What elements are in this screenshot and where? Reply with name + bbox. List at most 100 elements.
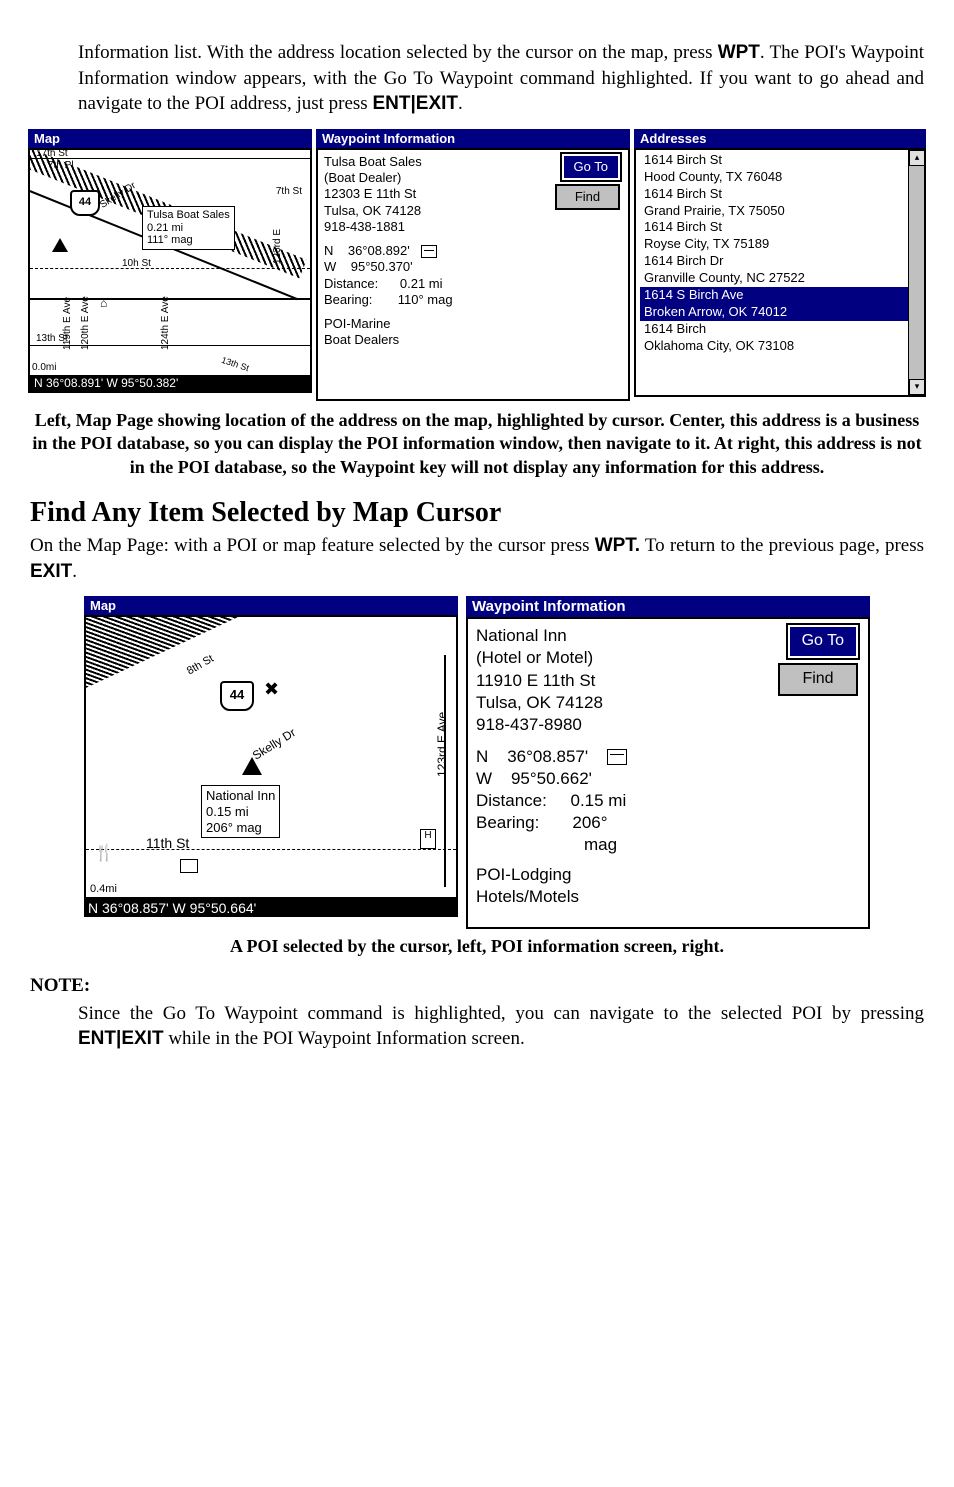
dist-label: Distance: bbox=[324, 276, 378, 291]
fig2-wpt-panel: Waypoint Information National Inn (Hotel… bbox=[466, 596, 870, 929]
sec-prefix: On the Map Page: with a POI or map featu… bbox=[30, 535, 595, 556]
fig1-wpt-panel: Waypoint Information Tulsa Boat Sales (B… bbox=[316, 129, 630, 401]
hotel-icon: H bbox=[420, 829, 436, 849]
fig2-find-button[interactable]: Find bbox=[778, 663, 858, 696]
scroll-up-icon[interactable]: ▴ bbox=[909, 150, 925, 166]
fig2-brg-lbl: Bearing: bbox=[476, 813, 539, 832]
fig2-shield: 44 bbox=[220, 681, 254, 711]
bed-icon bbox=[180, 859, 198, 873]
wpt-phone: 918-438-1881 bbox=[324, 219, 622, 235]
fig1-caption: Left, Map Page showing location of the a… bbox=[30, 409, 924, 479]
address-item-sub[interactable]: Granville County, NC 27522 bbox=[640, 270, 924, 287]
intro-key-ent: ENT bbox=[372, 93, 410, 114]
address-item-sub[interactable]: Broken Arrow, OK 74012 bbox=[640, 304, 924, 321]
intro-prefix: Information list. With the address locat… bbox=[78, 42, 718, 63]
note-paragraph: Since the Go To Waypoint command is high… bbox=[78, 1001, 924, 1052]
fig2-brg: 206° bbox=[572, 813, 607, 832]
fig2-11th-road bbox=[86, 849, 456, 850]
fig1-addr-body: 1614 Birch StHood County, TX 760481614 B… bbox=[636, 150, 924, 395]
scroll-down-icon[interactable]: ▾ bbox=[909, 379, 925, 395]
fig2-wpt-body: National Inn (Hotel or Motel) 11910 E 11… bbox=[468, 619, 868, 927]
fig2-map-titlebar: Map bbox=[84, 596, 458, 615]
fig2-dist: 0.15 mi bbox=[571, 791, 627, 810]
fig1-map-titlebar: Map bbox=[28, 129, 312, 148]
fig2-cursor-icon bbox=[242, 757, 262, 775]
poi-mark-icon: ⌂ bbox=[100, 296, 107, 310]
address-item-sub[interactable]: Royse City, TX 75189 bbox=[640, 236, 924, 253]
coords-icon bbox=[421, 245, 437, 258]
lon-label: W bbox=[324, 259, 336, 274]
fig1-map-body[interactable]: Skelly Dr 44 17th St 7th Pl 7th St 10h S… bbox=[30, 150, 310, 375]
fig2-11th: 11th St bbox=[146, 835, 189, 851]
road-17th bbox=[30, 158, 310, 159]
note-key2: EXIT bbox=[121, 1028, 163, 1049]
street-7thpl: 7th Pl bbox=[48, 160, 74, 171]
intro-key-exit: EXIT bbox=[416, 93, 458, 114]
address-item[interactable]: 1614 Birch St bbox=[640, 152, 924, 169]
intro-paragraph: Information list. With the address locat… bbox=[78, 40, 924, 117]
section-heading: Find Any Item Selected by Map Cursor bbox=[30, 497, 924, 529]
fig2-coords-icon bbox=[607, 749, 627, 765]
address-item-sub[interactable]: Grand Prairie, TX 75050 bbox=[640, 203, 924, 220]
figure-1: Map Skelly Dr 44 17th St 7th Pl 7th St 1… bbox=[30, 129, 924, 401]
fig2-brg-row: Bearing: 206° bbox=[476, 812, 860, 834]
fig2-lon-lbl: W bbox=[476, 769, 492, 788]
sec-mid: To return to the previous page, press bbox=[640, 535, 924, 556]
wpt-cat1: POI-Marine bbox=[324, 316, 622, 332]
goto-button[interactable]: Go To bbox=[562, 154, 620, 180]
map-scale: 0.0mi bbox=[32, 362, 56, 373]
fig2-8th: 8th St bbox=[185, 653, 216, 678]
brg-value: 110° mag bbox=[398, 292, 453, 307]
ave-124: 124th E Ave bbox=[160, 296, 171, 350]
cursor-icon bbox=[52, 238, 68, 252]
address-item[interactable]: 1614 S Birch Ave bbox=[640, 287, 924, 304]
tooltip-line3: 111° mag bbox=[147, 234, 230, 247]
fig2-wpt-titlebar: Waypoint Information bbox=[466, 596, 870, 617]
address-item[interactable]: 1614 Birch Dr bbox=[640, 253, 924, 270]
address-item[interactable]: 1614 Birch bbox=[640, 321, 924, 338]
map-tooltip: Tulsa Boat Sales 0.21 mi 111° mag bbox=[142, 206, 235, 250]
tooltip-line1: Tulsa Boat Sales bbox=[147, 209, 230, 222]
wpt-lon-row: W 95°50.370' bbox=[324, 259, 622, 275]
fig2-wpt-phone: 918-437-8980 bbox=[476, 714, 860, 736]
fig1-map-statusbar: N 36°08.891' W 95°50.382' bbox=[30, 375, 310, 391]
fig2-lat-row: N 36°08.857' bbox=[476, 746, 860, 768]
fig2-tt-l2: 0.15 mi bbox=[206, 804, 275, 820]
fig1-wpt-titlebar: Waypoint Information bbox=[316, 129, 630, 148]
street-17th: 17th St bbox=[36, 150, 68, 159]
note-mid: while in the POI Waypoint Information sc… bbox=[164, 1028, 525, 1049]
fig2-lat: 36°08.857' bbox=[507, 747, 588, 766]
intro-end: . bbox=[458, 93, 463, 114]
dist-value: 0.21 mi bbox=[400, 276, 443, 291]
lat-label: N bbox=[324, 243, 333, 258]
tooltip-line2: 0.21 mi bbox=[147, 222, 230, 235]
fig2-scale: 0.4mi bbox=[90, 883, 117, 895]
fig2-123rd: 123rd E Ave bbox=[435, 712, 449, 777]
fig2-tt-l1: National Inn bbox=[206, 788, 275, 804]
ave-123-right: 123rd E bbox=[272, 229, 283, 264]
intro-key-wpt: WPT bbox=[718, 42, 760, 63]
address-item[interactable]: 1614 Birch St bbox=[640, 219, 924, 236]
figure-2: Map Skelly Dr 44 8th St National Inn 0.1… bbox=[30, 596, 924, 929]
scrollbar[interactable]: ▴ ▾ bbox=[908, 150, 924, 395]
address-item-sub[interactable]: Oklahoma City, OK 73108 bbox=[640, 338, 924, 355]
street-tail: 13th St bbox=[221, 355, 251, 373]
fig2-cat2: Hotels/Motels bbox=[476, 886, 860, 908]
section-paragraph: On the Map Page: with a POI or map featu… bbox=[30, 533, 924, 584]
sec-key1: WPT. bbox=[595, 535, 640, 556]
fig2-lat-lbl: N bbox=[476, 747, 488, 766]
wpt-brg-row: Bearing: 110° mag bbox=[324, 292, 622, 308]
address-item-sub[interactable]: Hood County, TX 76048 bbox=[640, 169, 924, 186]
find-button[interactable]: Find bbox=[555, 184, 620, 210]
fig2-map-body[interactable]: Skelly Dr 44 8th St National Inn 0.15 mi… bbox=[86, 617, 456, 897]
fig2-goto-button[interactable]: Go To bbox=[788, 625, 858, 658]
wpt-lat-row: N 36°08.892' bbox=[324, 243, 622, 259]
lat-value: 36°08.892' bbox=[348, 243, 410, 258]
address-item[interactable]: 1614 Birch St bbox=[640, 186, 924, 203]
wpt-dist-row: Distance: 0.21 mi bbox=[324, 276, 622, 292]
ave-119: 119th E Ave bbox=[62, 297, 73, 350]
fig2-map-statusbar: N 36°08.857' W 95°50.664' bbox=[84, 899, 458, 917]
fig2-tt-l3: 206° mag bbox=[206, 820, 275, 836]
note-heading: NOTE: bbox=[30, 975, 924, 997]
fig2-cat1: POI-Lodging bbox=[476, 864, 860, 886]
